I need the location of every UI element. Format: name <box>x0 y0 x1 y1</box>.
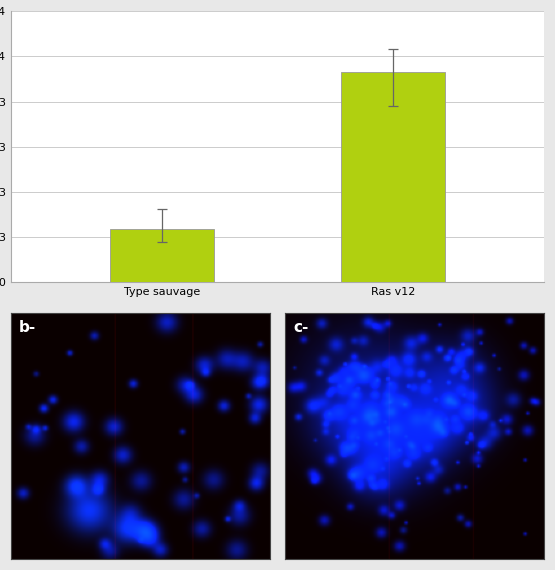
Bar <box>109 229 214 282</box>
Text: n=4: n=4 <box>381 317 405 327</box>
Text: c-: c- <box>293 320 309 335</box>
Bar <box>341 72 446 282</box>
Text: b-: b- <box>19 320 36 335</box>
Text: n=2: n=2 <box>150 317 174 327</box>
